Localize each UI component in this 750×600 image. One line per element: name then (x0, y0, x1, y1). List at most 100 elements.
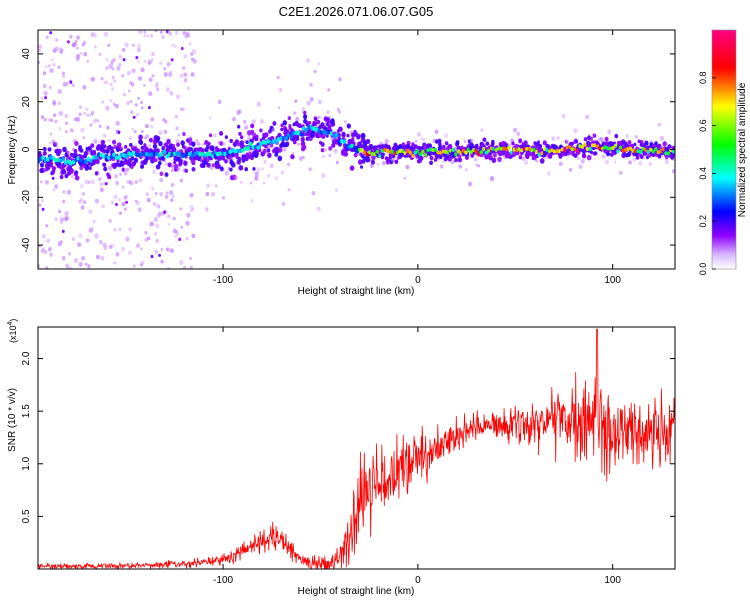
heatmap-cell (537, 152, 542, 157)
heatmap-cell (346, 123, 351, 129)
heatmap-cell (479, 150, 483, 155)
x-tick-label: -100 (213, 275, 233, 286)
heatmap-cell (408, 150, 412, 155)
heatmap-cell (626, 151, 632, 157)
heatmap-cell (155, 238, 159, 243)
heatmap-cell (365, 138, 371, 145)
heatmap-cell (151, 74, 155, 78)
heatmap-cell (169, 91, 173, 96)
heatmap-cell (78, 112, 82, 117)
heatmap-cell (103, 166, 108, 172)
heatmap-cell (87, 264, 91, 269)
heatmap-cell (205, 191, 210, 197)
heatmap-cell (112, 139, 117, 145)
x-tick-label: 100 (604, 275, 621, 286)
heatmap-cell (662, 141, 667, 147)
heatmap-cell (163, 67, 166, 71)
heatmap-cell (85, 238, 90, 243)
heatmap-cell (444, 133, 449, 139)
heatmap-cell (109, 154, 114, 160)
heatmap-cell (274, 139, 278, 144)
heatmap-cell (122, 47, 126, 52)
heatmap-cell (69, 34, 73, 39)
heatmap-cell (189, 265, 193, 269)
heatmap-cell (455, 140, 460, 145)
heatmap-cell (251, 119, 256, 124)
heatmap-cell (360, 148, 364, 153)
heatmap-cell (118, 54, 123, 60)
heatmap-cell (184, 168, 188, 173)
snr-x-ticks: -100 0 100 (213, 327, 621, 586)
heatmap-cell (81, 256, 85, 261)
heatmap-cell (170, 183, 175, 187)
heatmap-cell (302, 156, 305, 160)
heatmap-cell (106, 125, 110, 130)
heatmap-cell (175, 231, 180, 236)
heatmap-cell (168, 70, 173, 76)
heatmap-cell (599, 137, 604, 142)
heatmap-cell (411, 153, 415, 158)
heatmap-cell (103, 245, 108, 250)
heatmap-cell (259, 119, 264, 124)
heatmap-cell (190, 72, 195, 77)
heatmap-cell (492, 152, 497, 158)
heatmap-cell (174, 234, 177, 238)
heatmap-cell (179, 259, 184, 266)
heatmap-cell (100, 77, 104, 81)
heatmap-cell (107, 165, 113, 171)
heatmap-cell (219, 166, 224, 172)
heatmap-cell (482, 137, 487, 143)
heatmap-cell (41, 207, 45, 211)
heatmap-cell (62, 169, 67, 175)
snr-y-ticks: 0.5 1.0 1.5 2.0 (21, 351, 675, 523)
heatmap-cell (61, 229, 65, 233)
heatmap-cell (128, 227, 132, 232)
heatmap-cell (381, 152, 385, 157)
heatmap-cell (116, 65, 121, 71)
heatmap-cell (333, 148, 338, 154)
heatmap-cell (266, 144, 271, 149)
heatmap-cell (666, 151, 671, 156)
heatmap-cell (105, 81, 109, 84)
heatmap-cell (649, 147, 653, 152)
heatmap-cell (578, 144, 582, 149)
heatmap-cell (244, 125, 249, 130)
heatmap-cell (664, 159, 669, 165)
heatmap-cell (191, 207, 195, 211)
heatmap-cell (274, 176, 279, 181)
heatmap-cell (417, 132, 421, 137)
heatmap-cell (42, 151, 47, 156)
heatmap-cell (99, 187, 104, 193)
heatmap-cell (440, 164, 444, 169)
heatmap-cell (86, 59, 90, 63)
heatmap-cell (146, 197, 151, 203)
heatmap-cell (45, 266, 49, 269)
heatmap-cell (182, 66, 186, 70)
heatmap-cell (159, 177, 164, 183)
heatmap-cell (568, 150, 573, 155)
heatmap-cell (474, 143, 479, 149)
heatmap-cell (243, 119, 247, 124)
heatmap-cell (94, 233, 99, 239)
snr-y-label: SNR (10 * v/v) (7, 388, 18, 452)
heatmap-cell (476, 152, 481, 157)
heatmap-cell (474, 157, 478, 162)
heatmap-cell (469, 138, 474, 143)
heatmap-cell (50, 118, 53, 122)
heatmap-cell (114, 103, 119, 109)
heatmap-cell (244, 156, 249, 162)
heatmap-cell (115, 120, 120, 126)
heatmap-cell (428, 147, 433, 152)
heatmap-cell (48, 64, 51, 68)
heatmap-cell (542, 140, 547, 146)
heatmap-cell (86, 113, 90, 118)
heatmap-cell (298, 124, 303, 129)
heatmap-cell (540, 151, 544, 156)
y-tick-label: 0 (21, 146, 32, 152)
heatmap-cell (267, 173, 271, 178)
heatmap-cell (518, 138, 523, 144)
heatmap-cell (229, 167, 233, 172)
x-tick-label: 0 (415, 575, 421, 586)
heatmap-cell (230, 162, 236, 168)
